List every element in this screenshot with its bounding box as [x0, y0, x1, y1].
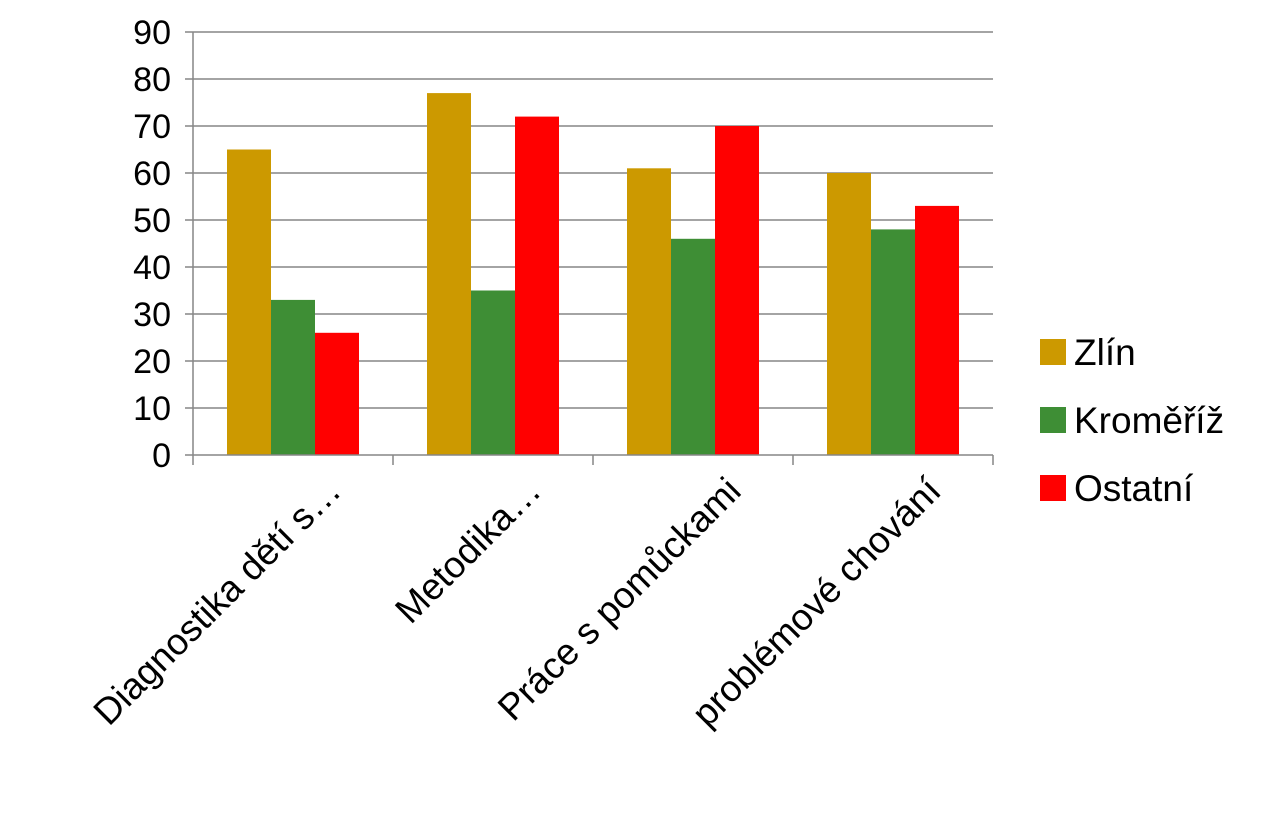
y-tick-label: 50	[133, 202, 171, 240]
bar-Zlín-1	[427, 93, 471, 455]
y-tick-label: 60	[133, 155, 171, 193]
legend-label: Zlín	[1074, 332, 1136, 373]
y-tick-label: 90	[133, 14, 171, 52]
bar-Zlín-2	[627, 168, 671, 456]
y-tick-label: 40	[133, 249, 171, 287]
x-category-label: Metodika…	[387, 470, 548, 631]
bar-Ostatní-2	[715, 126, 759, 455]
y-tick-label: 80	[133, 61, 171, 99]
bar-Ostatní-1	[515, 116, 559, 455]
y-tick-label: 10	[133, 390, 171, 428]
y-tick-label: 30	[133, 296, 171, 334]
bar-Zlín-0	[227, 149, 271, 455]
legend-label: Ostatní	[1074, 468, 1194, 509]
legend-label: Kroměříž	[1074, 400, 1224, 441]
bar-Kroměříž-1	[471, 290, 515, 455]
legend-swatch-Zlín	[1040, 339, 1066, 365]
legend: Zlín Kroměříž Ostatní	[1040, 332, 1224, 509]
y-tick-label: 20	[133, 343, 171, 381]
bar-Kroměříž-0	[271, 299, 315, 455]
legend-swatch-Ostatní	[1040, 475, 1066, 501]
bar-Ostatní-0	[315, 332, 359, 455]
bar-Kroměříž-2	[671, 238, 715, 455]
y-tick-label: 70	[133, 108, 171, 146]
x-category-label: Diagnostika dětí s…	[86, 470, 349, 733]
bars	[227, 93, 959, 456]
bar-Ostatní-3	[915, 205, 959, 455]
y-tick-label: 0	[152, 437, 171, 475]
bar-Kroměříž-3	[871, 229, 915, 455]
axes	[185, 31, 994, 465]
legend-swatch-Kroměříž	[1040, 407, 1066, 433]
bar-Zlín-3	[827, 173, 871, 455]
